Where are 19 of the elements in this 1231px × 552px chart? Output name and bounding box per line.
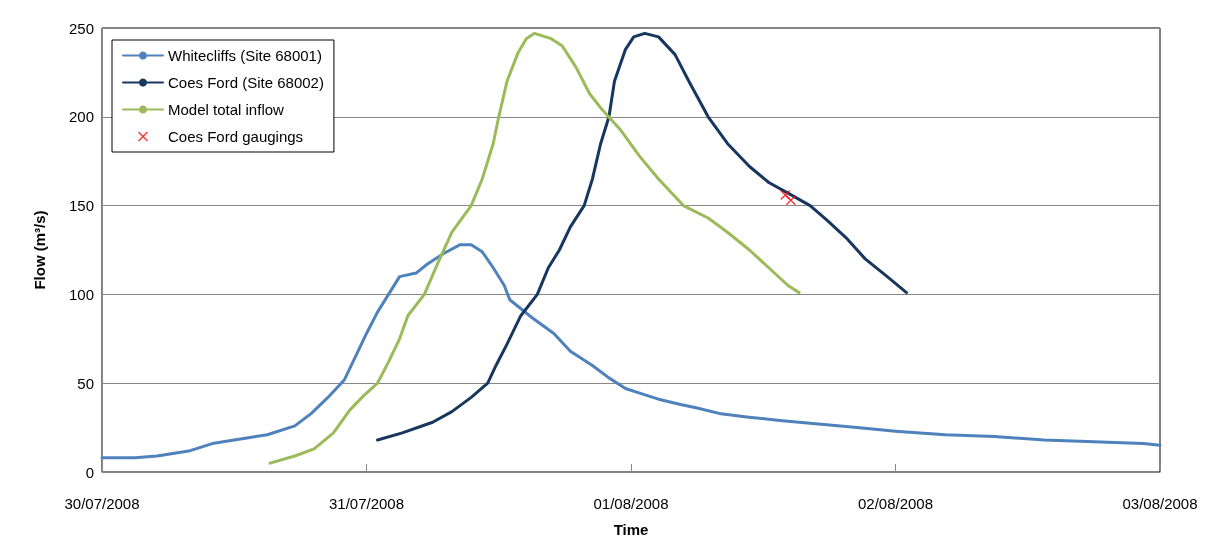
x-tick-label: 01/08/2008 — [593, 495, 669, 512]
y-axis-title: Flow (m³/s) — [31, 210, 48, 290]
legend-label: Whitecliffs (Site 68001) — [168, 47, 322, 64]
x-tick-label: 31/07/2008 — [328, 495, 405, 512]
x-tick-label: 03/08/2008 — [1122, 495, 1198, 512]
x-axis-title: Time — [613, 521, 649, 538]
y-tick-label: 200 — [68, 108, 94, 126]
line-series — [376, 31, 909, 442]
x-tick-label: 30/07/2008 — [64, 495, 140, 512]
y-tick-label: 50 — [77, 374, 94, 392]
y-tick-label: 0 — [85, 463, 94, 481]
y-tick-label: 250 — [68, 19, 94, 37]
legend-label: Coes Ford (Site 68002) — [168, 74, 324, 91]
line-series — [100, 243, 1162, 460]
legend-label: Model total inflow — [168, 101, 285, 118]
y-tick-label: 100 — [68, 285, 94, 303]
legend-label: Coes Ford gaugings — [168, 128, 304, 145]
x-tick-label: 02/08/2008 — [857, 495, 934, 512]
y-tick-label: 150 — [68, 197, 94, 215]
